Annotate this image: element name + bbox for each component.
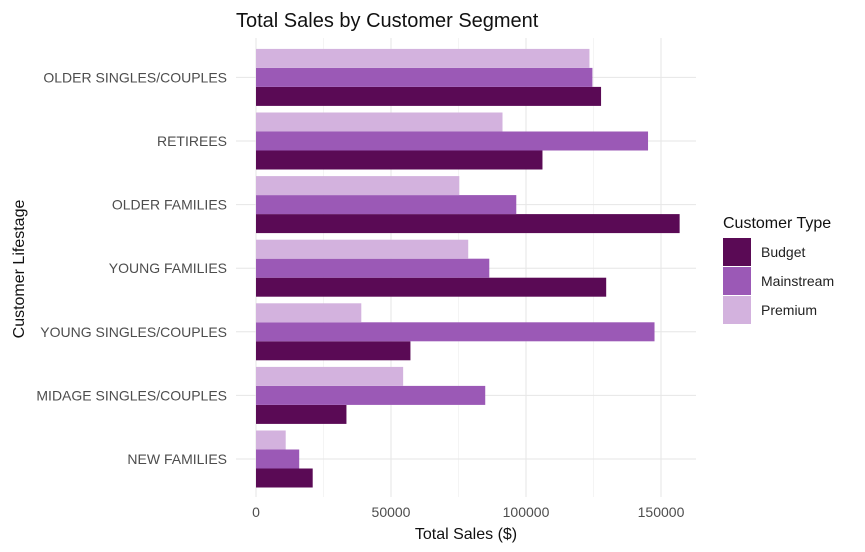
bar-budget-young-singles-couples bbox=[256, 341, 411, 361]
bar-mainstream-retirees bbox=[256, 131, 649, 151]
y-axis-title: Customer Lifestage bbox=[11, 200, 28, 339]
bar-mainstream-young-families bbox=[256, 258, 490, 278]
bar-budget-older-families bbox=[256, 214, 680, 234]
bar-budget-new-families bbox=[256, 468, 313, 488]
bar-mainstream-older-singles-couples bbox=[256, 67, 593, 87]
legend-label-mainstream: Mainstream bbox=[761, 273, 834, 289]
y-tick-label: YOUNG FAMILIES bbox=[109, 260, 227, 276]
legend-title: Customer Type bbox=[723, 215, 831, 232]
bar-mainstream-young-singles-couples bbox=[256, 322, 655, 342]
y-tick-label: NEW FAMILIES bbox=[127, 451, 227, 467]
bar-mainstream-new-families bbox=[256, 449, 300, 469]
legend-swatch-premium bbox=[723, 296, 751, 324]
legend-swatch-mainstream bbox=[723, 267, 751, 295]
x-tick-label: 100000 bbox=[503, 504, 550, 520]
bar-premium-young-families bbox=[256, 239, 469, 259]
y-tick-label: MIDAGE SINGLES/COUPLES bbox=[36, 387, 227, 403]
x-tick-label: 150000 bbox=[638, 504, 685, 520]
bar-budget-midage-singles-couples bbox=[256, 404, 347, 424]
y-tick-labels: NEW FAMILIES MIDAGE SINGLES/COUPLES YOUNG … bbox=[36, 69, 227, 467]
x-tick-labels: 0 50000 100000 150000 bbox=[252, 504, 684, 520]
bar-mainstream-older-families bbox=[256, 195, 517, 215]
bar-premium-older-singles-couples bbox=[256, 48, 590, 68]
y-tick-label: OLDER FAMILIES bbox=[112, 197, 227, 213]
bar-premium-older-families bbox=[256, 176, 460, 196]
x-tick-label: 50000 bbox=[372, 504, 411, 520]
x-tick-label: 0 bbox=[252, 504, 260, 520]
bar-budget-retirees bbox=[256, 150, 543, 170]
bar-premium-retirees bbox=[256, 112, 503, 132]
y-tick-label: YOUNG SINGLES/COUPLES bbox=[40, 324, 227, 340]
bar-budget-older-singles-couples bbox=[256, 86, 602, 106]
legend-label-budget: Budget bbox=[761, 244, 805, 260]
bar-budget-young-families bbox=[256, 277, 607, 297]
bars bbox=[256, 48, 680, 488]
legend: Customer Type Budget Mainstream Premium bbox=[723, 215, 834, 324]
legend-swatch-budget bbox=[723, 238, 751, 266]
bar-mainstream-midage-singles-couples bbox=[256, 385, 486, 405]
x-axis-title: Total Sales ($) bbox=[415, 526, 517, 543]
bar-premium-midage-singles-couples bbox=[256, 366, 404, 386]
y-tick-label: OLDER SINGLES/COUPLES bbox=[43, 69, 227, 85]
y-tick-label: RETIREES bbox=[157, 133, 227, 149]
chart-title: Total Sales by Customer Segment bbox=[236, 10, 539, 32]
bar-premium-new-families bbox=[256, 430, 286, 450]
bar-premium-young-singles-couples bbox=[256, 303, 362, 323]
legend-label-premium: Premium bbox=[761, 302, 817, 318]
